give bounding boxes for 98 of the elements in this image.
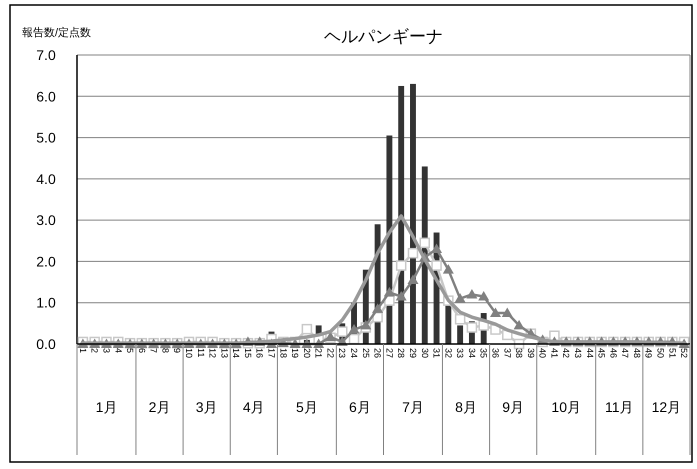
text: 12月	[652, 399, 682, 415]
x-tick-label: 27	[384, 348, 394, 358]
x-tick-label: 49	[644, 348, 654, 358]
x-tick-label: 12	[208, 348, 218, 358]
bar	[457, 325, 464, 344]
point	[514, 320, 525, 330]
x-tick-label: 48	[632, 348, 642, 358]
x-tick-label: 6	[136, 348, 147, 354]
text: 3月	[196, 399, 218, 415]
y-tick-label: 5.0	[36, 130, 56, 146]
x-tick-label: 1	[78, 348, 88, 354]
x-tick-label: 46	[608, 348, 618, 358]
point	[466, 322, 478, 333]
x-tick-label: 24	[349, 348, 360, 358]
y-tick-label: 2.0	[36, 253, 56, 270]
y-axis-title: 報告数/定点数	[22, 26, 92, 39]
x-tick-label: 50	[656, 348, 666, 358]
point	[348, 324, 360, 334]
x-tick-label: 31	[432, 348, 442, 358]
x-tick-label: 40	[538, 348, 548, 358]
y-tick-label: 6.0	[36, 88, 56, 104]
point	[372, 303, 384, 313]
point	[360, 320, 372, 330]
text: 5月	[296, 399, 318, 415]
chart-title: ヘルパンギーナ	[324, 27, 443, 46]
x-tick-label: 47	[620, 348, 630, 358]
x-tick-label: 21	[314, 348, 324, 358]
x-tick-label: 33	[455, 348, 466, 358]
x-tick-label: 10	[184, 348, 194, 358]
text: 8月	[455, 399, 477, 415]
x-tick-label: 34	[466, 348, 477, 358]
point	[407, 274, 418, 284]
x-tick-label: 2	[90, 348, 100, 354]
y-tick-label: 3.0	[36, 212, 56, 228]
x-tick-label: 20	[302, 348, 312, 358]
x-tick-label: 14	[231, 348, 242, 358]
x-tick-label: 38	[514, 348, 524, 358]
point	[502, 308, 513, 318]
x-tick-label: 36	[490, 348, 500, 358]
y-tick-label: 7.0	[36, 47, 56, 63]
x-tick-label: 13	[219, 348, 230, 358]
x-tick-label: 32	[443, 348, 454, 358]
x-tick-label: 45	[596, 348, 607, 358]
x-tick-label: 39	[526, 348, 536, 358]
text: 1月	[96, 399, 118, 415]
text: 4月	[242, 399, 265, 415]
x-tick-label: 43	[573, 348, 584, 358]
point	[466, 288, 478, 298]
point	[420, 238, 430, 248]
x-tick-label: 26	[372, 348, 383, 358]
point	[408, 248, 418, 258]
point	[442, 264, 454, 274]
x-tick-label: 51	[667, 348, 678, 358]
x-tick-label: 44	[584, 348, 595, 358]
x-tick-label: 4	[113, 348, 124, 354]
point	[490, 308, 501, 318]
x-tick-label: 18	[278, 348, 288, 358]
x-tick-label: 30	[420, 348, 430, 358]
x-tick-label: 42	[561, 348, 572, 358]
x-tick-label: 41	[549, 348, 560, 358]
x-tick-label: 7	[148, 348, 159, 354]
x-tick-label: 19	[290, 348, 300, 358]
x-tick-label: 29	[408, 348, 418, 358]
x-tick-label: 35	[478, 348, 489, 358]
x-tick-label: 17	[266, 348, 277, 358]
text: 7月	[402, 399, 424, 415]
point	[431, 244, 442, 254]
x-tick-label: 25	[360, 348, 371, 358]
bar	[445, 304, 452, 344]
x-tick-label: 16	[254, 348, 265, 358]
y-tick-label: 1.0	[36, 294, 56, 311]
text: 6月	[349, 399, 371, 415]
point	[396, 291, 407, 301]
point	[384, 286, 395, 296]
x-tick-label: 37	[502, 348, 512, 358]
text: 2月	[148, 399, 170, 415]
text: 9月	[502, 399, 524, 415]
x-tick-label: 22	[325, 348, 336, 358]
x-tick-label: 9	[172, 348, 182, 354]
text: 11月	[604, 399, 634, 415]
point	[302, 324, 312, 334]
x-tick-label: 15	[242, 348, 253, 358]
point	[454, 293, 466, 303]
x-tick-label: 5	[125, 348, 136, 354]
x-tick-label: 23	[337, 348, 348, 358]
point	[431, 260, 442, 271]
y-tick-label: 4.0	[36, 170, 56, 187]
point	[336, 326, 348, 337]
point	[396, 260, 406, 271]
x-tick-label: 28	[396, 348, 406, 358]
text: 10月	[551, 399, 582, 415]
x-tick-label: 52	[679, 348, 690, 358]
x-tick-label: 8	[160, 348, 170, 354]
point	[454, 314, 466, 324]
x-tick-label: 11	[196, 348, 206, 358]
y-tick-label: 0.0	[36, 336, 56, 352]
point	[478, 291, 490, 301]
x-tick-label: 3	[101, 348, 112, 354]
